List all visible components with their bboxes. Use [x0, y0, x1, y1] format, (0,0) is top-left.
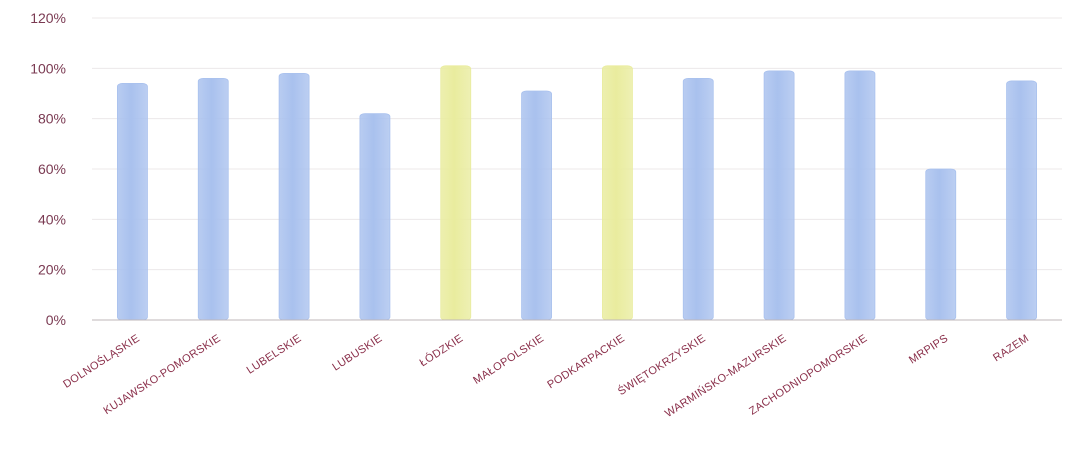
- y-tick-label: 40%: [38, 211, 66, 227]
- y-tick-label: 20%: [38, 262, 66, 278]
- x-category-label: MAŁOPOLSKIE: [471, 332, 546, 386]
- bar: [278, 72, 310, 321]
- y-tick-label: 80%: [38, 111, 66, 127]
- bar: [117, 83, 148, 321]
- x-category-label: LUBELSKIE: [245, 332, 304, 376]
- bar: [521, 90, 552, 321]
- bar: [844, 70, 876, 321]
- bar: [1006, 80, 1037, 321]
- y-axis-ticks: 0% 20% 40% 60% 80% 100% 120%: [30, 10, 66, 328]
- x-category-label: DOLNOŚLĄSKIE: [61, 332, 142, 391]
- bar: [682, 78, 714, 321]
- y-tick-label: 60%: [38, 161, 66, 177]
- bars: [117, 65, 1037, 321]
- x-category-label: PODKARPACKIE: [545, 332, 627, 391]
- y-tick-label: 0%: [46, 312, 66, 328]
- x-category-label: RAZEM: [991, 332, 1031, 364]
- bar: [602, 65, 633, 321]
- x-category-label: LUBUSKIE: [330, 332, 384, 373]
- bar: [440, 65, 472, 321]
- x-category-label: ŚWIĘTOKRZYSKIE: [615, 332, 707, 398]
- bar: [197, 78, 229, 321]
- y-tick-label: 100%: [30, 60, 66, 76]
- y-tick-label: 120%: [30, 10, 66, 26]
- bar: [925, 168, 957, 321]
- gridlines: [92, 17, 1062, 271]
- bar: [763, 70, 795, 321]
- bar: [359, 113, 391, 321]
- x-category-label: MRPIPS: [907, 332, 950, 366]
- x-category-label: ŁÓDZKIE: [417, 332, 465, 370]
